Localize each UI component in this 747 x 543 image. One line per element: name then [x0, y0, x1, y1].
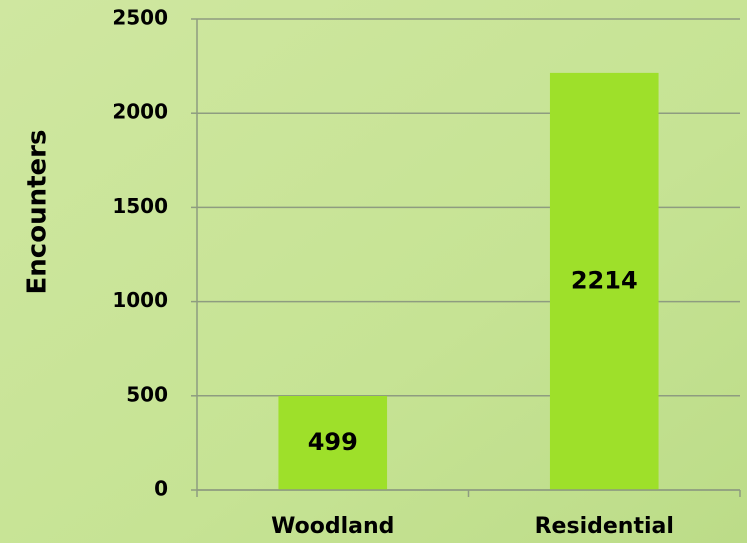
- chart: Encounters 0 500 1000 1500 2000 2500 Woodland 4…: [0, 0, 747, 543]
- y-tick-label: 0: [154, 477, 168, 501]
- y-axis-title: Encounters: [23, 130, 53, 295]
- y-tick-label: 2500: [112, 6, 168, 30]
- data-label: 2214: [571, 266, 638, 294]
- y-tick-label: 1500: [112, 194, 168, 218]
- y-tick-label: 2000: [112, 100, 168, 124]
- y-tick-label: 1000: [112, 288, 168, 312]
- data-label: 499: [308, 428, 358, 456]
- y-tick-label: 500: [126, 382, 168, 406]
- x-tick-label: Woodland: [271, 514, 394, 539]
- x-tick-label: Residential: [535, 514, 674, 539]
